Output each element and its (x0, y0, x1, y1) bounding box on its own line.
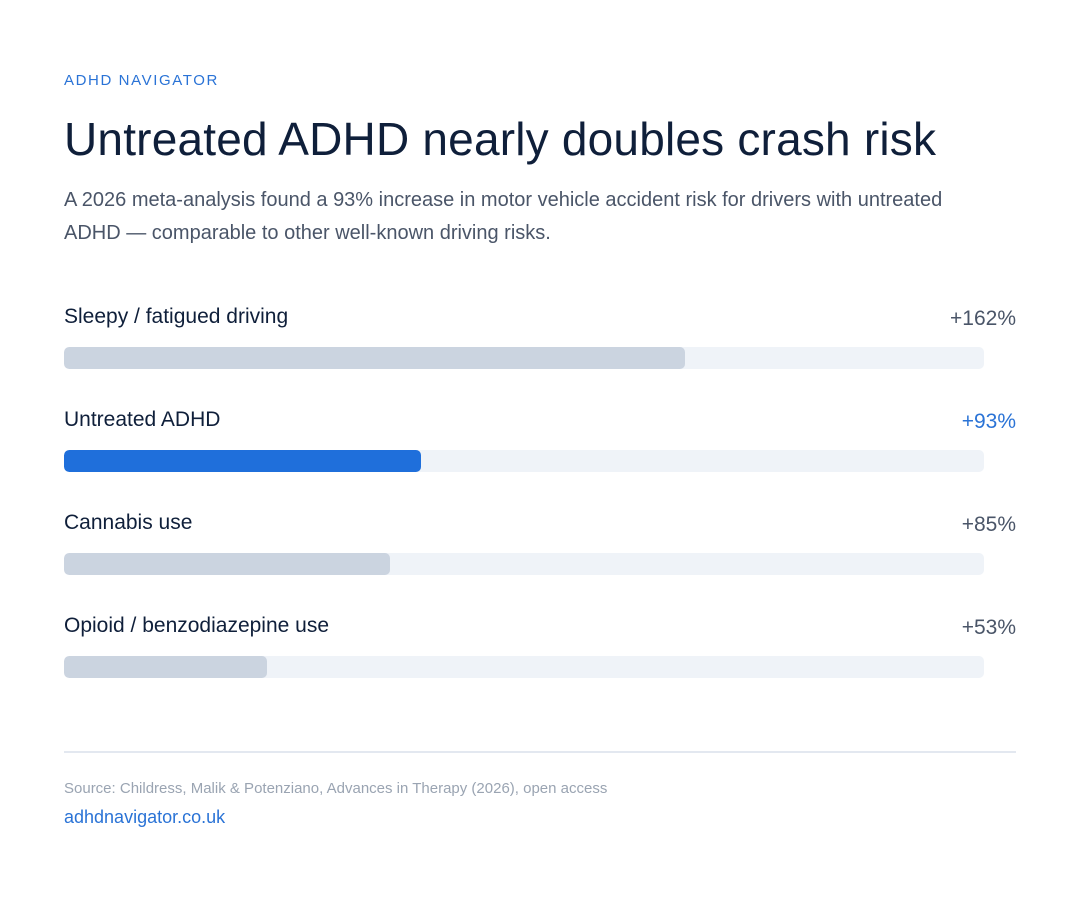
bar-track (64, 347, 984, 369)
bar-category-label: Cannabis use (64, 511, 193, 534)
bar-fill (64, 656, 268, 678)
chart-row: Cannabis use +85% (64, 511, 1016, 614)
bar-category-label: Untreated ADHD (64, 408, 221, 431)
bar-value-label: +85% (961, 513, 1016, 536)
bar-value-label: +93% (961, 410, 1016, 433)
website-link[interactable]: adhdnavigator.co.uk (64, 807, 226, 827)
brand-label: ADHD NAVIGATOR (64, 72, 219, 89)
footer-divider (64, 751, 1016, 753)
bar-fill (64, 347, 685, 369)
bar-track (64, 553, 984, 575)
bar-chart: Sleepy / fatigued driving +162% Untreated … (64, 305, 1016, 717)
page-title: Untreated ADHD nearly doubles crash risk (64, 113, 937, 165)
bar-fill (64, 553, 390, 575)
bar-value-label: +162% (950, 307, 1016, 330)
bar-track (64, 450, 984, 472)
bar-category-label: Sleepy / fatigued driving (64, 305, 289, 328)
chart-row: Opioid / benzodiazepine use +53% (64, 614, 1016, 717)
page-subtitle: A 2026 meta-analysis found a 93% increas… (64, 189, 943, 244)
source-citation: Source: Childress, Malik & Potenziano, A… (64, 780, 608, 797)
chart-row: Untreated ADHD +93% (64, 408, 1016, 511)
bar-fill (64, 450, 421, 472)
chart-row: Sleepy / fatigued driving +162% (64, 305, 1016, 408)
bar-value-label: +53% (961, 616, 1016, 639)
bar-category-label: Opioid / benzodiazepine use (64, 614, 330, 637)
bar-track (64, 656, 984, 678)
